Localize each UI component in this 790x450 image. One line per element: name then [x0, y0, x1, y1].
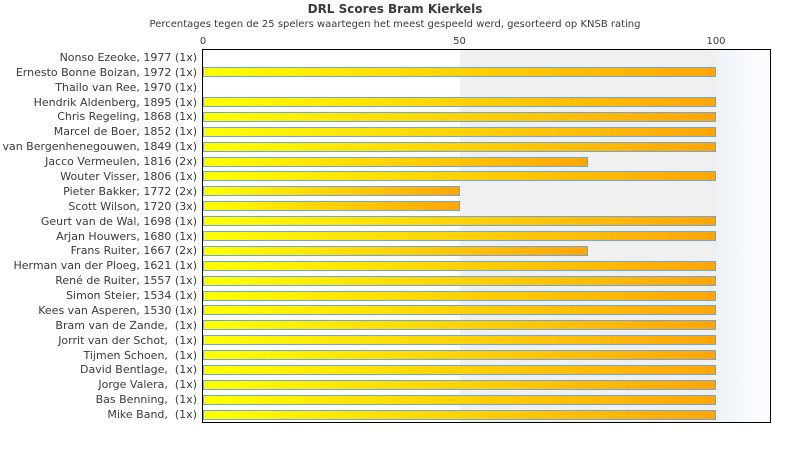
y-axis-label: Bas Benning, (1x) [95, 393, 197, 407]
y-axis-label: Simon Steier, 1534 (1x) [66, 289, 197, 303]
y-axis-label: Marcel de Boer, 1852 (1x) [53, 125, 197, 139]
y-axis-label: van Bergenhenegouwen, 1849 (1x) [2, 140, 197, 154]
y-axis-label: Nonso Ezeoke, 1977 (1x) [59, 50, 197, 64]
bar [203, 394, 716, 405]
bar [203, 335, 716, 346]
y-axis-label: Wouter Visser, 1806 (1x) [60, 169, 197, 183]
x-axis-tick-50: 50 [453, 36, 466, 47]
bar [203, 320, 716, 331]
bar [203, 156, 588, 167]
bar [203, 379, 716, 390]
bar [203, 126, 716, 137]
x-axis-tick-100: 100 [706, 36, 726, 47]
y-axis-label: Jacco Vermeulen, 1816 (2x) [45, 155, 197, 169]
y-axis-label: Tijmen Schoen, (1x) [83, 348, 198, 362]
y-axis-label: Mike Band, (1x) [107, 408, 197, 422]
plot-area [202, 49, 771, 423]
bar [203, 171, 716, 182]
bar [203, 111, 716, 122]
bar [203, 141, 716, 152]
y-axis-label: Bram van de Zande, (1x) [55, 318, 197, 332]
y-axis-label: Arjan Houwers, 1680 (1x) [56, 229, 197, 243]
bar [203, 305, 716, 316]
shaded-band-right-edge [716, 50, 770, 422]
y-axis-label: Kees van Asperen, 1530 (1x) [38, 303, 197, 317]
y-axis-label: Frans Ruiter, 1667 (2x) [70, 244, 197, 258]
bar [203, 409, 716, 420]
chart-subtitle: Percentages tegen de 25 spelers waartege… [149, 19, 641, 30]
bar [203, 201, 460, 212]
y-axis-label: René de Ruiter, 1557 (1x) [55, 274, 197, 288]
y-axis-label: Pieter Bakker, 1772 (2x) [63, 184, 197, 198]
y-axis-label: Jorrit van der Schot, (1x) [58, 333, 197, 347]
bar [203, 231, 716, 241]
y-axis-label: Herman van der Ploeg, 1621 (1x) [13, 259, 197, 273]
bar [203, 290, 716, 301]
bar [203, 260, 716, 271]
y-axis-label: Jorge Valera, (1x) [98, 378, 197, 392]
y-axis-label: Hendrik Aldenberg, 1895 (1x) [33, 95, 197, 109]
y-axis-label: Thailo van Ree, 1970 (1x) [55, 80, 197, 94]
bar [203, 350, 716, 361]
y-axis-label: Chris Regeling, 1868 (1x) [57, 110, 197, 124]
y-axis-label: David Bentlage, (1x) [80, 363, 197, 377]
bar [203, 186, 460, 197]
y-axis-label: Ernesto Bonne Boizan, 1972 (1x) [15, 65, 197, 79]
chart-title: DRL Scores Bram Kierkels [307, 2, 483, 16]
bar [203, 97, 716, 108]
bar [203, 67, 716, 78]
bar [203, 275, 716, 286]
bar [203, 245, 588, 256]
x-axis-tick-0: 0 [199, 36, 207, 47]
y-axis-label: Geurt van de Wal, 1698 (1x) [40, 214, 197, 228]
y-axis-label: Scott Wilson, 1720 (3x) [68, 199, 197, 213]
bar [203, 216, 716, 227]
bar [203, 364, 716, 375]
